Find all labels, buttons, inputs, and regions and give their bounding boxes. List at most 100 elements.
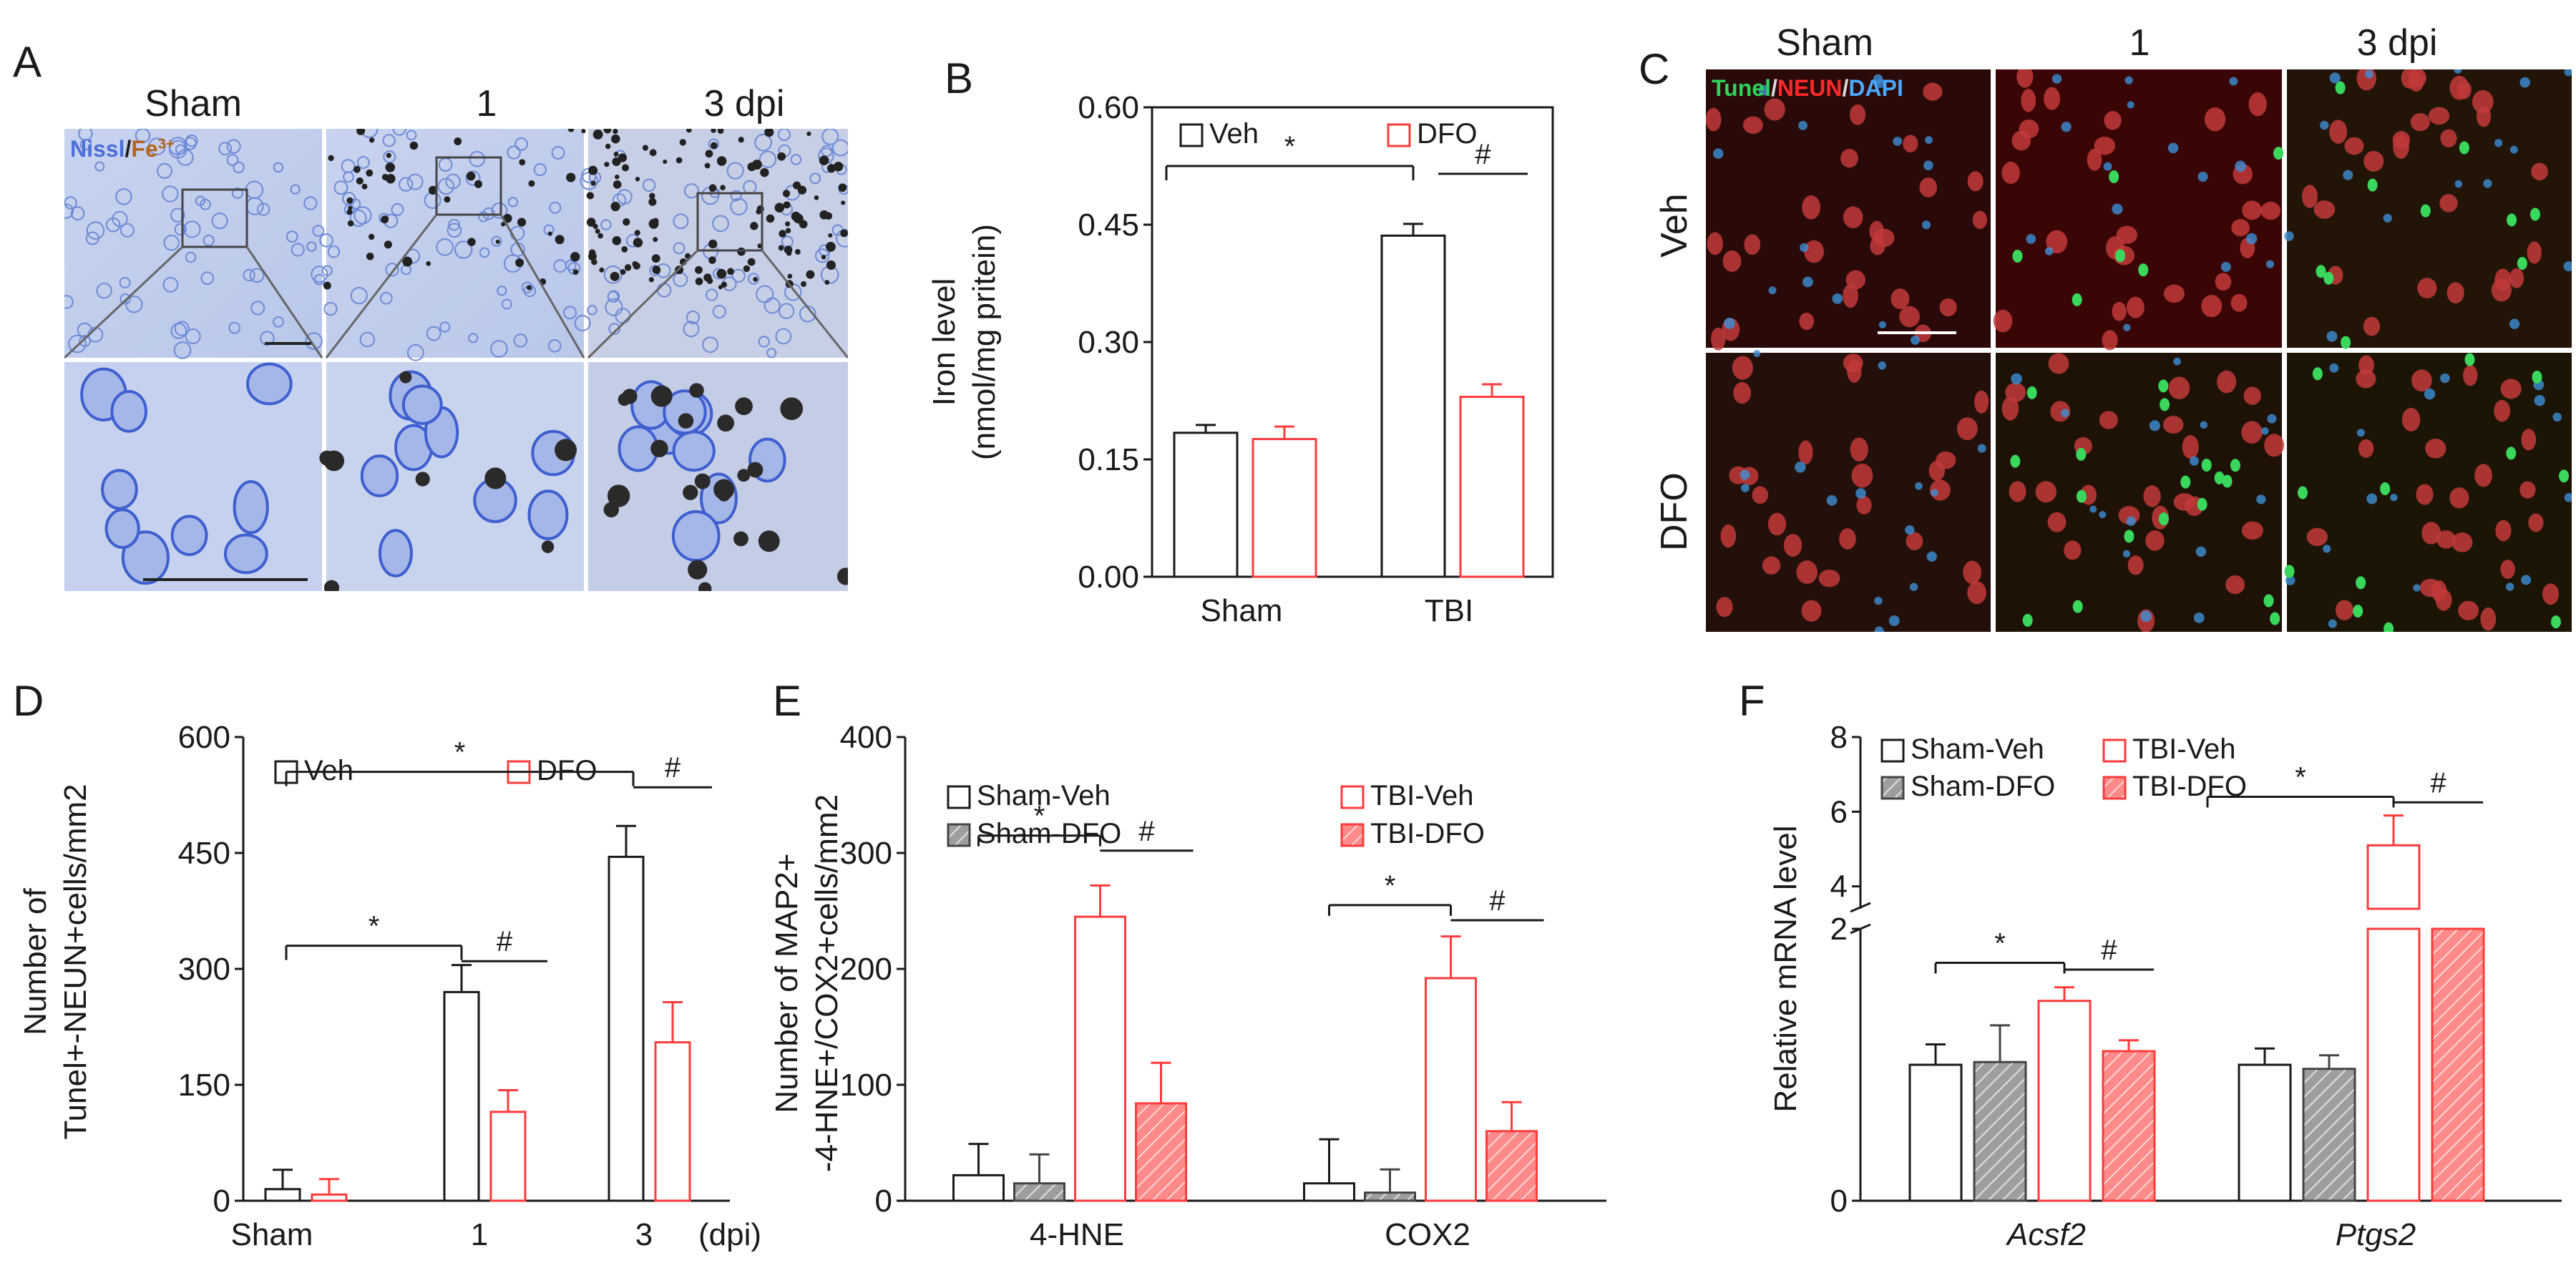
- iron-deposit: [595, 228, 600, 234]
- dapi-nucleus: [1977, 444, 1986, 453]
- iron-deposit: [615, 174, 620, 180]
- nissl-cell: [447, 223, 462, 238]
- dapi-nucleus: [1795, 462, 1806, 473]
- nissl-cell: [436, 238, 454, 256]
- iron-deposit: [610, 271, 620, 281]
- dapi-nucleus: [2454, 180, 2463, 188]
- dapi-nucleus: [1878, 361, 1886, 370]
- nissl-cell: [185, 251, 197, 263]
- significance-mark: *: [454, 737, 466, 769]
- neun-cell: [1742, 116, 1763, 134]
- iron-deposit: [567, 129, 575, 132]
- iron-deposit: [753, 277, 758, 282]
- iron-deposit: [794, 249, 801, 255]
- iron-deposit: [381, 215, 389, 224]
- dapi-nucleus: [1758, 84, 1770, 96]
- nissl-cell: [547, 339, 562, 353]
- iron-deposit: [791, 211, 801, 221]
- stain-slash: /: [125, 136, 132, 162]
- neun-cell: [2112, 301, 2127, 321]
- tunel-cell: [2201, 458, 2212, 472]
- neun-cell: [2019, 120, 2039, 139]
- bar: [2102, 1050, 2156, 1202]
- nissl-cell: [491, 235, 502, 247]
- neuron: [170, 514, 208, 557]
- neun-cell: [2494, 399, 2511, 422]
- iron-deposit: [799, 220, 808, 229]
- iron-deposit: [368, 233, 375, 240]
- nissl-cell: [563, 306, 577, 320]
- iron-deposit: [356, 177, 364, 185]
- tunel-cell: [2353, 605, 2363, 618]
- tunel-cell: [2022, 613, 2033, 627]
- neun-cell: [2500, 560, 2515, 580]
- stain-tunel: Tunel: [1712, 75, 1771, 101]
- y-axis-label-line: Relative mRNA level: [1768, 825, 1803, 1112]
- nissl-cell: [766, 348, 777, 359]
- chart-d: D 0 150 300 450 600 Number of Tunel+-NEUN+cells…: [13, 677, 761, 1252]
- bar: [1303, 1182, 1355, 1202]
- nissl-cell: [250, 301, 265, 316]
- dapi-nucleus: [1926, 551, 1937, 562]
- nissl-cell: [119, 223, 135, 238]
- neun-cell: [2201, 295, 2223, 318]
- nissl-cell: [343, 171, 354, 183]
- iron-deposit: [651, 254, 660, 263]
- neun-cell: [2168, 376, 2190, 399]
- neuron: [104, 508, 140, 550]
- iron-deposit: [824, 212, 833, 220]
- iron-deposit: [679, 139, 686, 146]
- y-tick-label: 6: [1830, 794, 1848, 829]
- nissl-cell: [226, 154, 239, 166]
- iron-deposit: [793, 181, 801, 190]
- y-tick-label: 600: [178, 720, 230, 755]
- dapi-nucleus: [2454, 69, 2462, 74]
- iron-deposit: [834, 162, 844, 172]
- nissl-cell: [454, 240, 473, 259]
- dapi-nucleus: [2200, 421, 2208, 429]
- neun-cell: [2449, 75, 2469, 100]
- iron-deposit: [710, 142, 718, 150]
- neun-cell: [2542, 583, 2560, 605]
- neuron: [527, 489, 569, 540]
- nissl-cell: [468, 333, 479, 343]
- iron-deposit: [840, 229, 848, 238]
- tunel-cell: [2420, 204, 2431, 218]
- dapi-nucleus: [2140, 610, 2152, 623]
- neun-cell: [2428, 107, 2450, 125]
- legend-tbi-veh-label: TBI-Veh: [1370, 780, 1474, 811]
- panel-a-micrograph-grid: [64, 129, 848, 591]
- neuron: [223, 533, 268, 575]
- nissl-cell: [383, 150, 396, 164]
- dapi-nucleus: [2563, 261, 2572, 272]
- significance-mark: *: [1034, 801, 1045, 832]
- nissl-cell: [392, 129, 406, 136]
- iron-deposit: [823, 157, 829, 163]
- neun-cell: [1764, 98, 1785, 121]
- neun-cell: [2458, 600, 2479, 620]
- iron-deposit: [319, 450, 335, 466]
- iron-deposit: [747, 462, 763, 478]
- neun-cell: [2344, 137, 2364, 155]
- dapi-nucleus: [2519, 77, 2530, 88]
- neun-cell: [2472, 89, 2494, 114]
- tunel-cell: [2263, 594, 2274, 608]
- y-axis-label: Number of Tunel+-NEUN+cells/mm2: [18, 784, 93, 1139]
- nissl-cell: [501, 298, 512, 310]
- neun-cell: [1906, 532, 1923, 550]
- iron-deposit: [780, 397, 804, 421]
- nissl-cell: [70, 206, 85, 220]
- neuron: [663, 389, 707, 435]
- tunel-cell: [2197, 497, 2207, 511]
- tunel-cell: [2384, 622, 2394, 632]
- nissl-cell: [448, 218, 461, 231]
- significance-mark: #: [1138, 816, 1155, 847]
- panel-c-label: C: [1639, 45, 1670, 93]
- tunel-cell: [2367, 178, 2378, 192]
- iron-deposit: [613, 180, 622, 189]
- neun-cell: [2094, 136, 2115, 155]
- tunel-cell: [2284, 565, 2295, 578]
- dapi-nucleus: [2044, 247, 2054, 255]
- iron-deposit: [501, 222, 506, 227]
- neun-cell: [2047, 512, 2067, 532]
